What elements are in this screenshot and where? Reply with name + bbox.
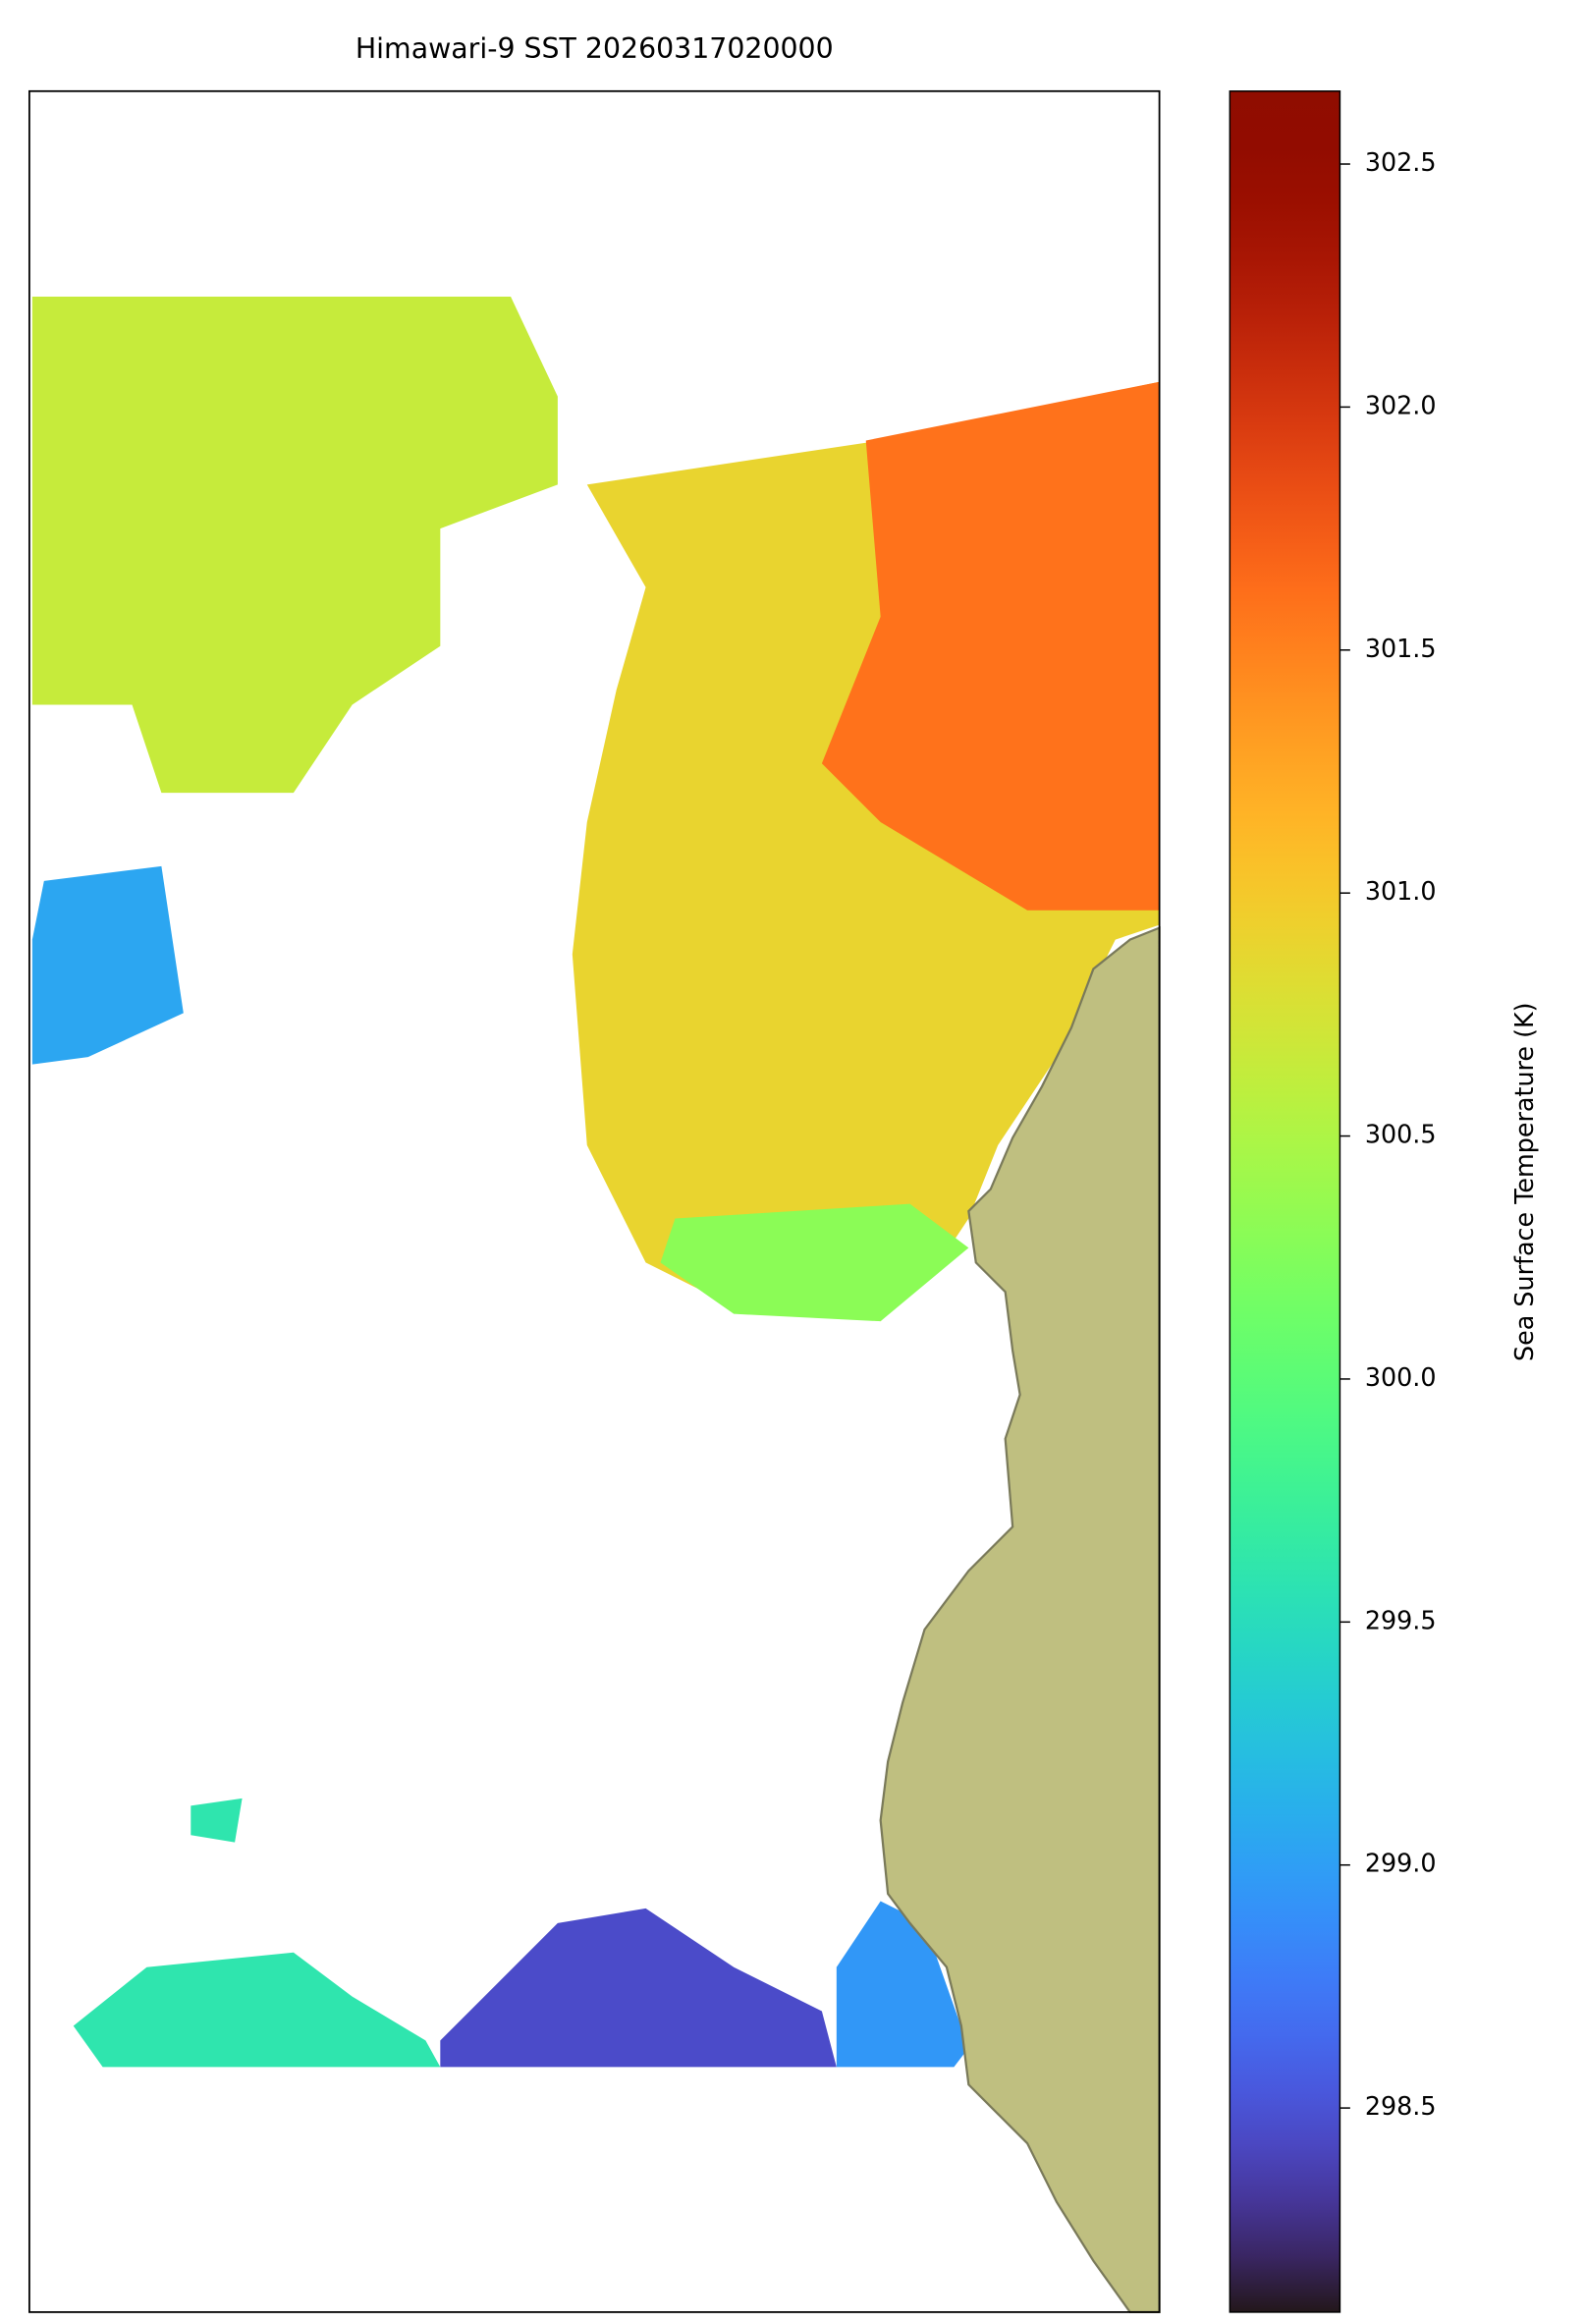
colorbar-tick-label: 301.5	[1365, 634, 1437, 663]
colorbar-tick-label: 298.5	[1365, 2091, 1437, 2121]
colorbar-tick-label: 299.0	[1365, 1849, 1437, 1878]
sst-region	[836, 1901, 969, 2068]
sst-region	[440, 1908, 837, 2068]
colorbar	[1229, 90, 1341, 2313]
sst-region	[660, 1203, 969, 1322]
colorbar-tick-label: 301.0	[1365, 876, 1437, 906]
sst-field	[31, 297, 1160, 2068]
chart-title: Himawari-9 SST 20260317020000	[355, 32, 834, 65]
colorbar-label: Sea Surface Temperature (K)	[1509, 1002, 1539, 1361]
sst-region	[191, 1798, 243, 1843]
sst-region	[31, 865, 184, 1065]
sst-region	[31, 297, 558, 794]
colorbar-tick-label: 300.0	[1365, 1362, 1437, 1392]
colorbar-tick-label: 300.5	[1365, 1120, 1437, 1149]
colorbar-tick-label: 302.0	[1365, 390, 1437, 419]
sst-region	[73, 1952, 441, 2068]
colorbar-tick-label: 302.5	[1365, 147, 1437, 177]
sst-region	[821, 381, 1160, 911]
map-frame	[27, 89, 1161, 2313]
land	[879, 925, 1161, 2314]
colorbar-tick-label: 299.5	[1365, 1605, 1437, 1634]
